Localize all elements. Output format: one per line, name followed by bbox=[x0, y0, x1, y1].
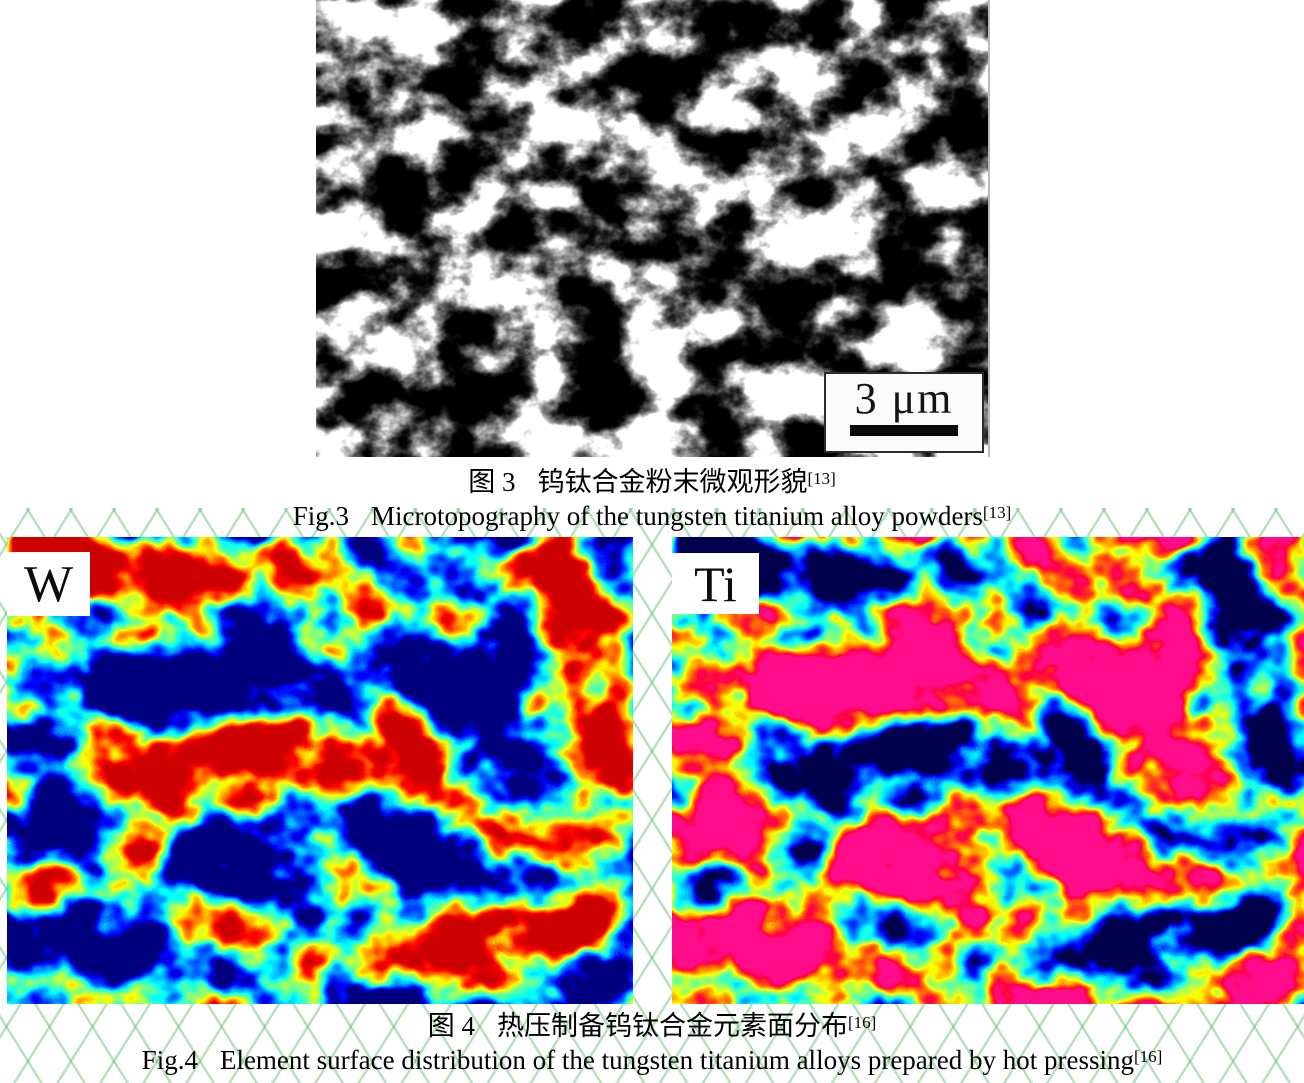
figure4-caption-zh-ref: [16] bbox=[847, 1013, 877, 1032]
figure3-caption-en-text: Microtopography of the tungsten titanium… bbox=[371, 501, 983, 531]
figure4-caption: 图 4 热压制备钨钛合金元素面分布[16] Fig.4 Element surfac… bbox=[0, 1010, 1304, 1077]
figure3-caption-zh-ref: [13] bbox=[807, 469, 836, 488]
scale-bar-line bbox=[850, 425, 958, 436]
figure3-caption-en: Fig.3 Microtopography of the tungsten tit… bbox=[0, 499, 1304, 533]
ti-map-label: Ti bbox=[694, 555, 737, 612]
ti-map-noise-texture bbox=[672, 537, 1304, 1004]
w-map-noise-texture bbox=[7, 537, 633, 1004]
figure4-caption-en: Fig.4 Element surface distribution of the… bbox=[0, 1043, 1304, 1077]
w-map-label-box: W bbox=[7, 552, 90, 616]
figure3-caption: 图 3 钨钛合金粉末微观形貌[13] Fig.3 Microtopography o… bbox=[0, 466, 1304, 533]
w-map-label: W bbox=[23, 555, 74, 613]
figure3-caption-zh: 图 3 钨钛合金粉末微观形貌[13] bbox=[0, 466, 1304, 499]
figure3-caption-zh-label: 图 3 bbox=[468, 467, 516, 497]
figure3-sem-micrograph-image: 3 μm bbox=[316, 0, 990, 457]
figure3-caption-en-label: Fig.3 bbox=[292, 501, 350, 531]
figure4-caption-en-text: Element surface distribution of the tung… bbox=[219, 1045, 1134, 1075]
figure3-caption-zh-text: 钨钛合金粉末微观形貌 bbox=[537, 467, 808, 497]
figure4-caption-en-ref: [16] bbox=[1134, 1047, 1163, 1066]
figure4-caption-zh: 图 4 热压制备钨钛合金元素面分布[16] bbox=[0, 1010, 1304, 1043]
scale-bar-label: 3 μm bbox=[854, 374, 954, 423]
figure3-caption-en-ref: [13] bbox=[982, 503, 1012, 522]
figure4-caption-zh-text: 热压制备钨钛合金元素面分布 bbox=[496, 1011, 848, 1041]
ti-map-label-box: Ti bbox=[672, 553, 759, 614]
figure4-caption-en-label: Fig.4 bbox=[141, 1045, 198, 1075]
figure4-ti-element-map-image: Ti bbox=[672, 537, 1304, 1004]
scale-bar-box: 3 μm bbox=[824, 372, 984, 453]
figure4-caption-zh-label: 图 4 bbox=[427, 1011, 475, 1041]
figure4-w-element-map-image: W bbox=[7, 537, 633, 1004]
